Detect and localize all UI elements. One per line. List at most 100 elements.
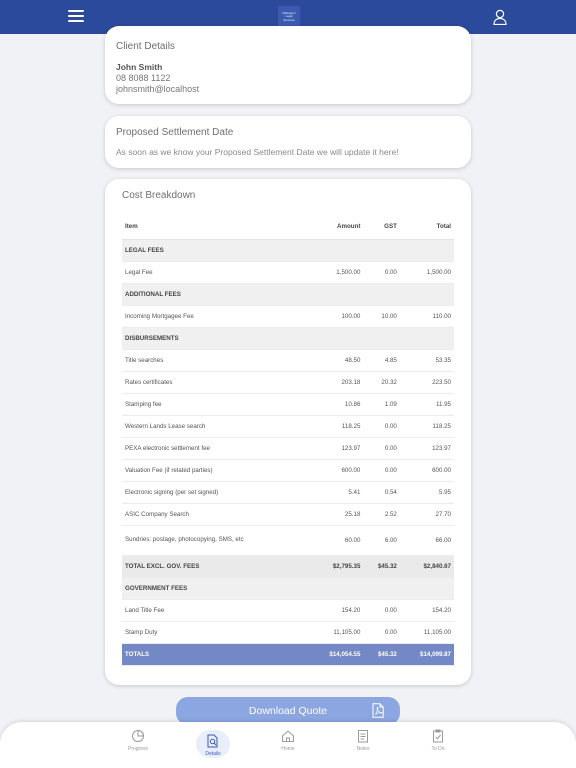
cell-total: 118.25 — [399, 415, 454, 438]
table-row: Rates certificates 203.18 20.32 223.50 — [122, 371, 454, 394]
hamburger-icon[interactable] — [68, 10, 84, 24]
section-row-disbursements: DISBURSEMENTS — [122, 327, 454, 350]
cell-gst: 4.85 — [363, 349, 400, 372]
cell-total: 11,105.00 — [399, 621, 454, 644]
table-row: Electronic signing (per set signed) 5.41… — [122, 481, 454, 504]
nav-item-home[interactable]: Home — [270, 729, 306, 763]
cost-breakdown-card: Cost Breakdown Item Amount GST Total LEG… — [105, 179, 471, 685]
section-label: LEGAL FEES — [122, 239, 454, 262]
cell-amount: 118.25 — [309, 415, 364, 438]
column-header-gst: GST — [363, 214, 400, 240]
cell-item: Legal Fee — [122, 261, 310, 284]
cell-item: Electronic signing (per set signed) — [122, 481, 310, 504]
cell-item: Title searches — [122, 349, 310, 372]
table-row: Incoming Mortgagee Fee 100.00 10.00 110.… — [122, 305, 454, 328]
cell-item: Land Title Fee — [122, 599, 310, 622]
cell-amount: 100.00 — [309, 305, 364, 328]
nav-label-notes: Notes — [356, 746, 370, 752]
client-phone: 08 8088 1122 — [116, 73, 171, 83]
cell-total: 110.00 — [399, 305, 454, 328]
table-row: Legal Fee 1,500.00 0.00 1,500.00 — [122, 261, 454, 284]
cell-amount: 154.20 — [309, 599, 364, 622]
cell-total: $2,840.67 — [399, 555, 454, 578]
cell-gst: 0.00 — [363, 621, 400, 644]
cell-gst: $45.32 — [363, 643, 400, 666]
table-row: Valuation Fee (if related parties) 600.0… — [122, 459, 454, 482]
cell-total: 53.35 — [399, 349, 454, 372]
table-row: Sundries: postage, photocopying, SMS, et… — [122, 525, 454, 556]
cell-amount: $2,795.35 — [309, 555, 364, 578]
cell-amount: 5.41 — [309, 481, 364, 504]
user-icon[interactable] — [493, 9, 507, 25]
logo: Pilkington Legal Services — [278, 6, 300, 28]
cell-gst: 0.00 — [363, 261, 400, 284]
cell-item: Stamp Duty — [122, 621, 310, 644]
cell-gst: 1.09 — [363, 393, 400, 416]
nav-label-home: Home — [281, 746, 295, 752]
cell-gst: 10.00 — [363, 305, 400, 328]
cell-amount: 48.50 — [309, 349, 364, 372]
cell-total: 123.97 — [399, 437, 454, 460]
bottom-nav: Progress Details Home Notes To Do — [0, 722, 576, 768]
column-header-item: Item — [122, 214, 310, 240]
nav-item-todo[interactable]: To Do — [420, 729, 456, 763]
cell-amount: 600.00 — [309, 459, 364, 482]
logo-text: Pilkington Legal Services — [282, 10, 296, 22]
cell-item: Sundries: postage, photocopying, SMS, et… — [122, 525, 310, 556]
progress-chart-icon — [132, 729, 145, 742]
cell-total: 223.50 — [399, 371, 454, 394]
cost-breakdown-title: Cost Breakdown — [122, 190, 196, 201]
cell-total: 66.00 — [399, 525, 454, 556]
cell-item: Incoming Mortgagee Fee — [122, 305, 310, 328]
table-row: Title searches 48.50 4.85 53.35 — [122, 349, 454, 372]
section-row-additional-fees: ADDITIONAL FEES — [122, 283, 454, 306]
cell-gst: 0.00 — [363, 459, 400, 482]
pdf-file-icon — [372, 703, 384, 718]
cell-gst: 0.54 — [363, 481, 400, 504]
nav-item-progress[interactable]: Progress — [120, 729, 156, 763]
cell-amount: 123.97 — [309, 437, 364, 460]
download-quote-button[interactable]: Download Quote — [176, 697, 400, 725]
cell-gst: 0.00 — [363, 415, 400, 438]
search-document-icon — [207, 734, 218, 748]
table-row: Stamping fee 10.86 1.09 11.95 — [122, 393, 454, 416]
section-row-legal-fees: LEGAL FEES — [122, 239, 454, 262]
cell-amount: 10.86 — [309, 393, 364, 416]
client-email: johnsmith@localhost — [116, 84, 200, 94]
cell-total: 1,500.00 — [399, 261, 454, 284]
settlement-date-card: Proposed Settlement Date As soon as we k… — [105, 116, 471, 168]
nav-label-details: Details — [205, 751, 221, 757]
cell-item: Rates certificates — [122, 371, 310, 394]
todo-checklist-icon — [433, 729, 443, 743]
cell-amount: 25.18 — [309, 503, 364, 526]
cell-total: $14,099.87 — [399, 643, 454, 666]
table-row: ASIC Company Search 25.18 2.52 27.70 — [122, 503, 454, 526]
client-name: John Smith — [116, 62, 163, 72]
cell-amount: 60.00 — [309, 525, 364, 556]
nav-item-details[interactable]: Details — [196, 730, 230, 758]
table-header-row: Item Amount GST Total — [122, 214, 454, 240]
client-details-card: Client Details John Smith 08 8088 1122 j… — [105, 26, 471, 104]
cell-total: 154.20 — [399, 599, 454, 622]
cell-gst: 2.52 — [363, 503, 400, 526]
home-icon — [282, 730, 294, 742]
cell-amount: 203.18 — [309, 371, 364, 394]
settlement-date-title: Proposed Settlement Date — [116, 127, 234, 138]
table-row: Stamp Duty 11,105.00 0.00 11,105.00 — [122, 621, 454, 644]
cell-amount: $14,054.55 — [309, 643, 364, 666]
subtotal-row: TOTAL EXCL. GOV. FEES $2,795.35 $45.32 $… — [122, 555, 454, 578]
cell-amount: 1,500.00 — [309, 261, 364, 284]
cell-item: TOTALS — [122, 643, 310, 666]
table-row: Land Title Fee 154.20 0.00 154.20 — [122, 599, 454, 622]
section-label: ADDITIONAL FEES — [122, 283, 454, 306]
notes-icon — [358, 730, 368, 743]
cell-total: 11.95 — [399, 393, 454, 416]
cell-total: 5.95 — [399, 481, 454, 504]
cost-table: Item Amount GST Total LEGAL FEES Legal F… — [122, 214, 454, 666]
cell-item: Western Lands Lease search — [122, 415, 310, 438]
cell-gst: 20.32 — [363, 371, 400, 394]
cell-item: TOTAL EXCL. GOV. FEES — [122, 555, 310, 578]
nav-item-notes[interactable]: Notes — [345, 729, 381, 763]
cell-gst: 0.00 — [363, 437, 400, 460]
table-row: PEXA electronic settlement fee 123.97 0.… — [122, 437, 454, 460]
